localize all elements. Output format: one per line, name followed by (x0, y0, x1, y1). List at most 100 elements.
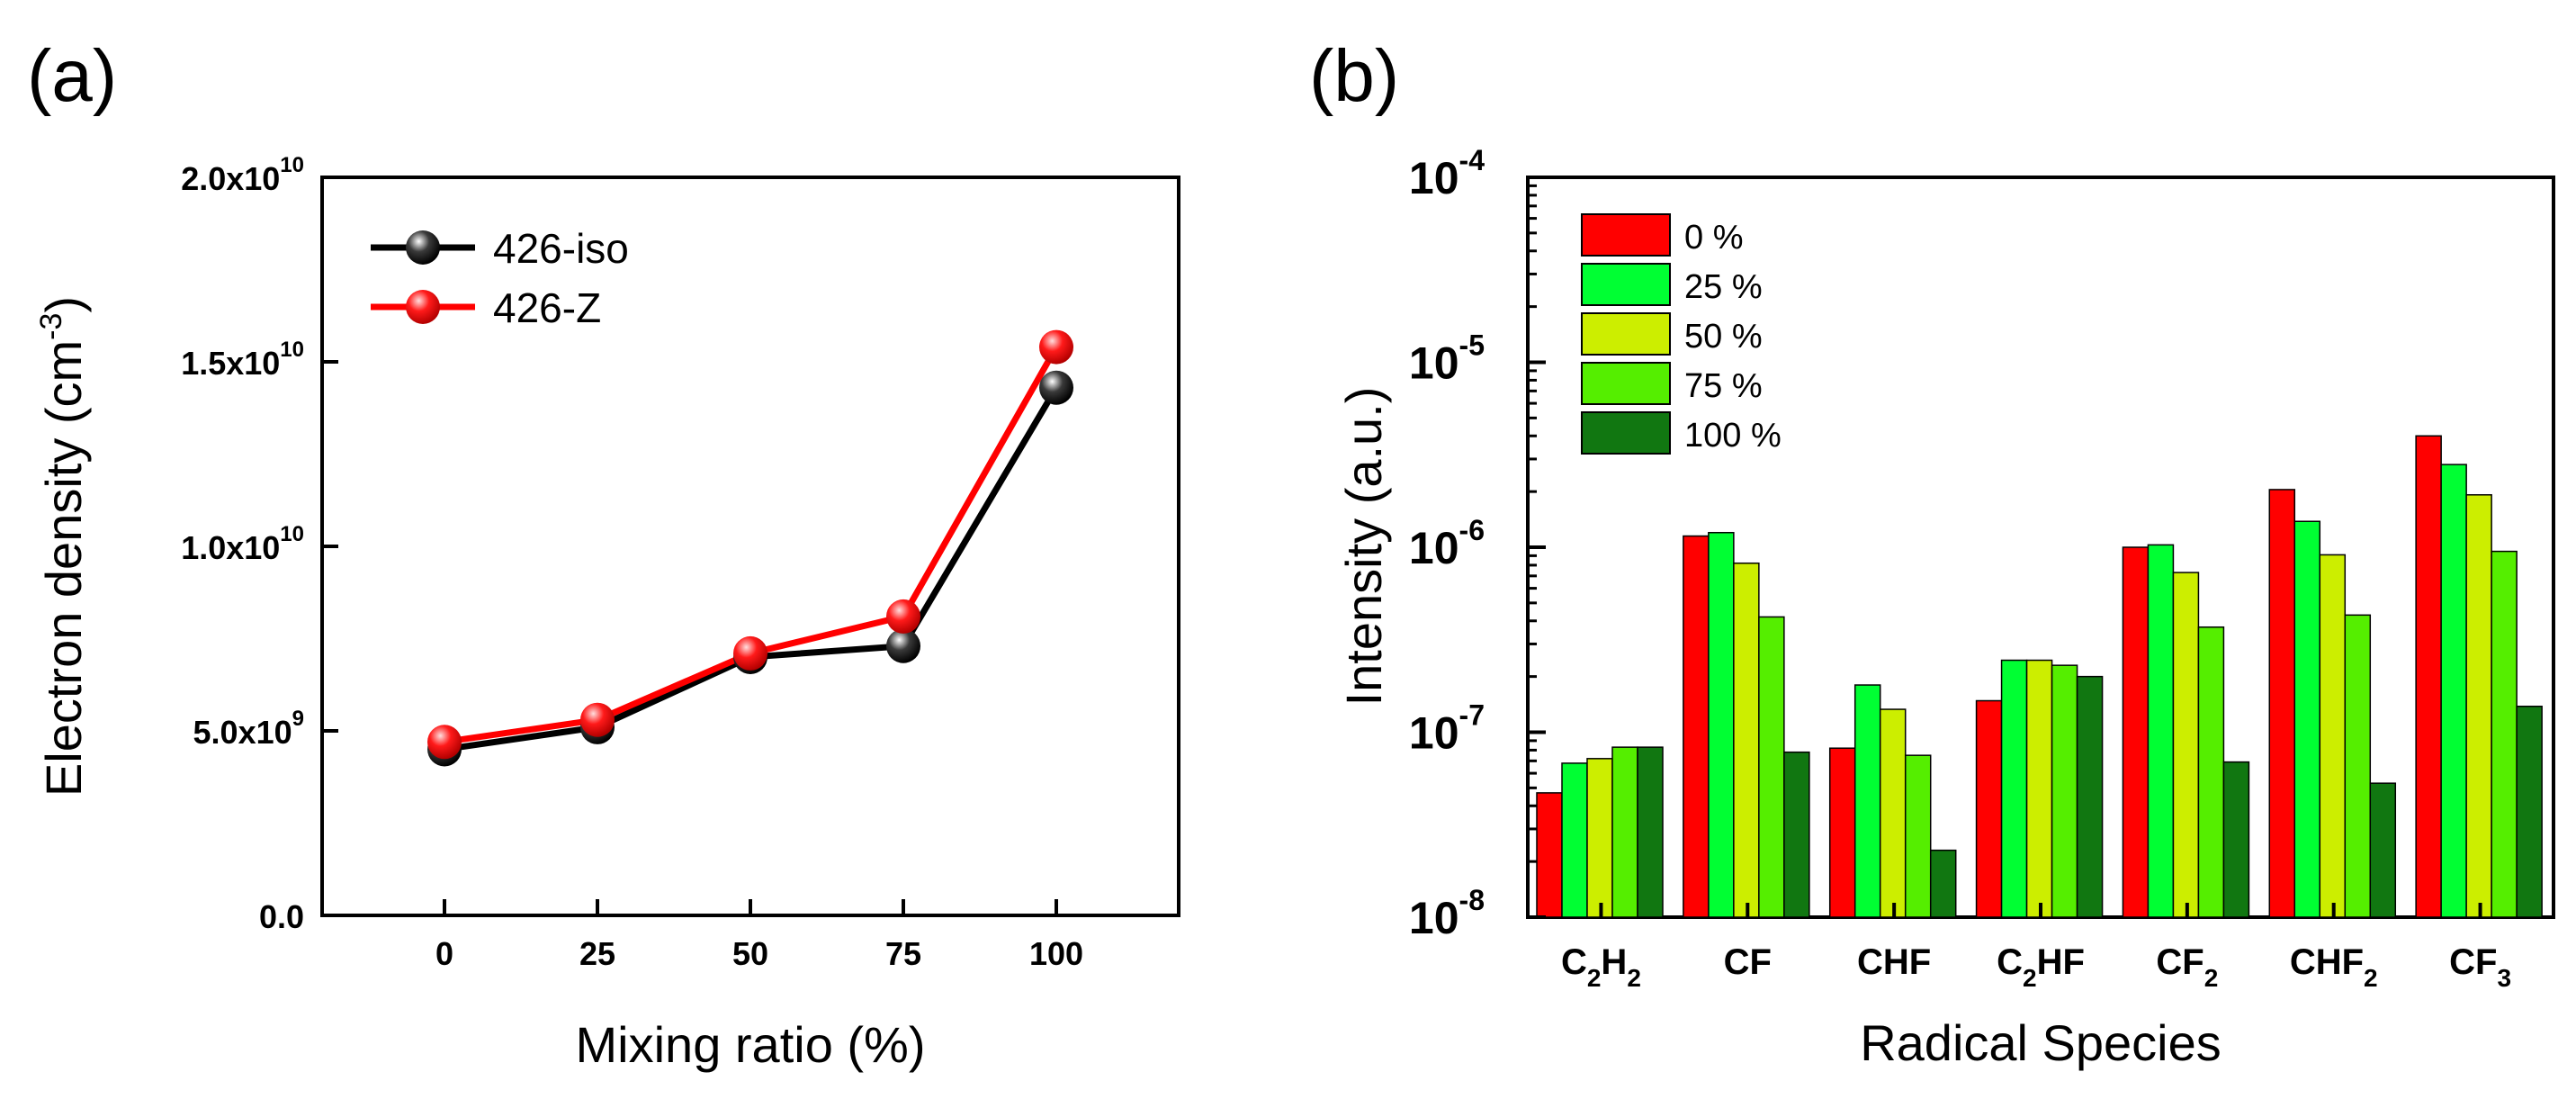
panel-b-x-tick-label-part: 2 (2204, 964, 2219, 992)
panel-a-y-tick-mantissa: 5.0x10 (193, 714, 292, 751)
panel-b-bar-CF-100pct (1783, 751, 1810, 918)
panel-b-bar-CF-25pct (1708, 531, 1735, 918)
panel-b-bar-C2H2-75pct (1611, 746, 1638, 918)
panel-b-x-tick-label-part: C (1997, 942, 2023, 982)
panel-b-y-axis-label: Intensity (a.u.) (1335, 387, 1392, 707)
panel-a-y-tick-label: 0.0 (259, 898, 304, 935)
panel-b-bar-C2HF-0pct (1975, 699, 2003, 918)
panel-b-x-tick-label-part: 2 (2023, 964, 2037, 992)
panel-a-y-tick-exponent: 10 (280, 153, 304, 177)
panel-b-bar-CHF2-75pct (2344, 614, 2372, 918)
panel-b-x-tick-label: CF3 (2449, 942, 2511, 992)
panel-a-y-tick-mantissa: 1.5x10 (181, 345, 280, 382)
panel-a-label: (a) (27, 35, 117, 117)
panel-b-bars (1536, 435, 2543, 918)
panel-b-bar-CF3-0pct (2415, 435, 2442, 918)
panel-b-bar-CF2-100pct (2222, 761, 2250, 918)
panel-a-x-tick-label: 100 (1029, 935, 1083, 972)
panel-a-y-tick-exponent: 9 (292, 707, 304, 731)
panel-b-legend-swatch (1581, 362, 1671, 405)
panel-b-legend-label: 0 % (1684, 219, 1743, 257)
panel-b-bar-CHF2-25pct (2293, 520, 2321, 918)
panel-a-y-tick-label: 5.0x109 (193, 707, 304, 751)
panel-a-data-point-426-Z (733, 635, 767, 671)
panel-b-x-tick-label-part: HF (2037, 942, 2085, 982)
panel-a-x-tick-label: 75 (885, 935, 921, 972)
panel-b-bar-CF3-75pct (2491, 550, 2518, 918)
panel-b-bar-CF2-25pct (2147, 544, 2175, 918)
panel-b-label: (b) (1309, 35, 1399, 117)
panel-a-y-tick-exponent: 10 (280, 338, 304, 362)
panel-b-x-axis-label: Radical Species (1860, 1014, 2221, 1071)
panel-b-y-tick-exponent: -7 (1459, 699, 1485, 732)
panel-b-y-tick-base: 10 (1409, 708, 1459, 759)
panel-b-x-tick-label-part: CHF (1857, 942, 1931, 982)
panel-a-plot-frame (320, 176, 1180, 917)
panel-b-bar-CHF2-0pct (2268, 489, 2296, 918)
panel-b-bar-C2H2-50pct (1586, 758, 1613, 918)
panel-b-legend-swatch (1581, 312, 1671, 356)
panel-b-bar-CHF-25pct (1853, 684, 1881, 918)
panel-b-x-tick-label-part: CF (2449, 942, 2497, 982)
panel-a-legend-label: 426-Z (493, 284, 601, 331)
panel-b-bar-CF3-100pct (2516, 706, 2543, 918)
panel-b-bar-CF2-50pct (2172, 572, 2200, 918)
panel-b-y-tick-base: 10 (1409, 153, 1459, 203)
panel-a-data-point-426-Z (1039, 329, 1073, 365)
panel-b-y-tick-exponent: -6 (1459, 514, 1485, 546)
panel-a-x-axis-label: Mixing ratio (%) (576, 1016, 926, 1073)
panel-b-legend-swatch (1581, 263, 1671, 306)
panel-a-x-tick-label: 0 (435, 935, 453, 972)
panel-b-bar-CF-50pct (1733, 562, 1760, 918)
panel-b-bar-CHF2-50pct (2319, 554, 2347, 918)
panel-b-bar-CF3-50pct (2465, 494, 2492, 918)
panel-b-bar-CF3-25pct (2440, 464, 2467, 918)
panel-b-y-tick-label: 10-7 (1409, 699, 1485, 759)
panel-b-bar-CHF-100pct (1929, 849, 1957, 918)
panel-a-series (427, 329, 1073, 767)
panel-b-bar-C2H2-100pct (1637, 746, 1664, 918)
panel-a-y-tick-mantissa: 0.0 (259, 898, 304, 935)
panel-b-y-tick-exponent: -4 (1459, 144, 1485, 176)
panel-b-x-tick-label-part: CF (2156, 942, 2204, 982)
panel-b-legend-label: 100 % (1684, 417, 1782, 455)
panel-b-x-tick-label: C2HF (1997, 942, 2085, 992)
panel-b-bar-C2HF-25pct (2000, 659, 2028, 918)
panel-a-y-axis-label-end: ) (35, 296, 92, 313)
panel-a-series-line-426-iso (444, 385, 1060, 752)
panel-a-legend-marker (406, 290, 440, 324)
panel-a-data-point-426-Z (886, 599, 920, 634)
panel-b-x-tick-label: CF (1724, 942, 1772, 982)
panel-a-legend: 426-iso 426-Z (371, 225, 629, 331)
panel-b-x-tick-label: C2H2 (1561, 942, 1641, 992)
panel-b-legend: 0 % 25 % 50 % 75 % 100 % (1581, 213, 1782, 455)
panel-a-data-point-426-Z (580, 702, 615, 737)
panel-a-y-tick-label: 1.5x1010 (181, 338, 304, 382)
panel-b-bar-C2H2-0pct (1536, 792, 1563, 918)
panel-b-y-tick-exponent: -8 (1459, 884, 1485, 916)
panel-b-x-ticks: C2H2 CF CHF C2HF CF2 CHF2 CF3 (1561, 903, 2511, 992)
panel-b-y-tick-base: 10 (1409, 893, 1459, 943)
panel-b-y-tick-label: 10-4 (1409, 144, 1485, 203)
panel-b-bar-CF-0pct (1683, 535, 1710, 918)
panel-a-y-tick-mantissa: 1.0x10 (181, 529, 280, 566)
panel-b-bar-CHF-75pct (1904, 754, 1932, 918)
panel-b-x-tick-label-part: H (1601, 942, 1627, 982)
panel-a-legend-marker (406, 230, 440, 265)
panel-b-x-tick-label-part: CF (1724, 942, 1772, 982)
panel-b-bar-CF2-0pct (2122, 546, 2150, 918)
panel-a-y-tick-mantissa: 2.0x10 (181, 160, 280, 197)
panel-b-legend-swatch (1581, 411, 1671, 455)
panel-a-x-tick-label: 25 (579, 935, 615, 972)
panel-b-bar-CHF-50pct (1879, 708, 1907, 918)
panel-b-bar-CF-75pct (1758, 616, 1785, 918)
panel-b-radical-intensity-chart: (b) 10-810-710-610-510-4 C2H2 CF CHF C2HF CF… (1309, 35, 2555, 1071)
panel-a-y-axis-label-exp: -3 (34, 313, 68, 340)
panel-b-legend-label: 50 % (1684, 318, 1763, 356)
panel-b-x-tick-label-part: CHF (2290, 942, 2364, 982)
panel-b-bar-CF2-75pct (2197, 626, 2225, 918)
panel-b-x-tick-label-part: 2 (2364, 964, 2378, 992)
panel-a-data-point-426-iso (1039, 370, 1073, 405)
